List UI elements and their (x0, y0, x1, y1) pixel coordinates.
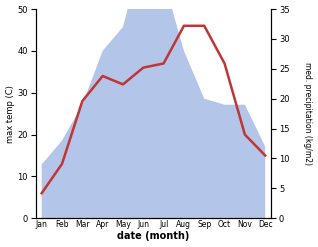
Y-axis label: max temp (C): max temp (C) (5, 85, 15, 143)
Y-axis label: med. precipitation (kg/m2): med. precipitation (kg/m2) (303, 62, 313, 165)
X-axis label: date (month): date (month) (117, 231, 190, 242)
